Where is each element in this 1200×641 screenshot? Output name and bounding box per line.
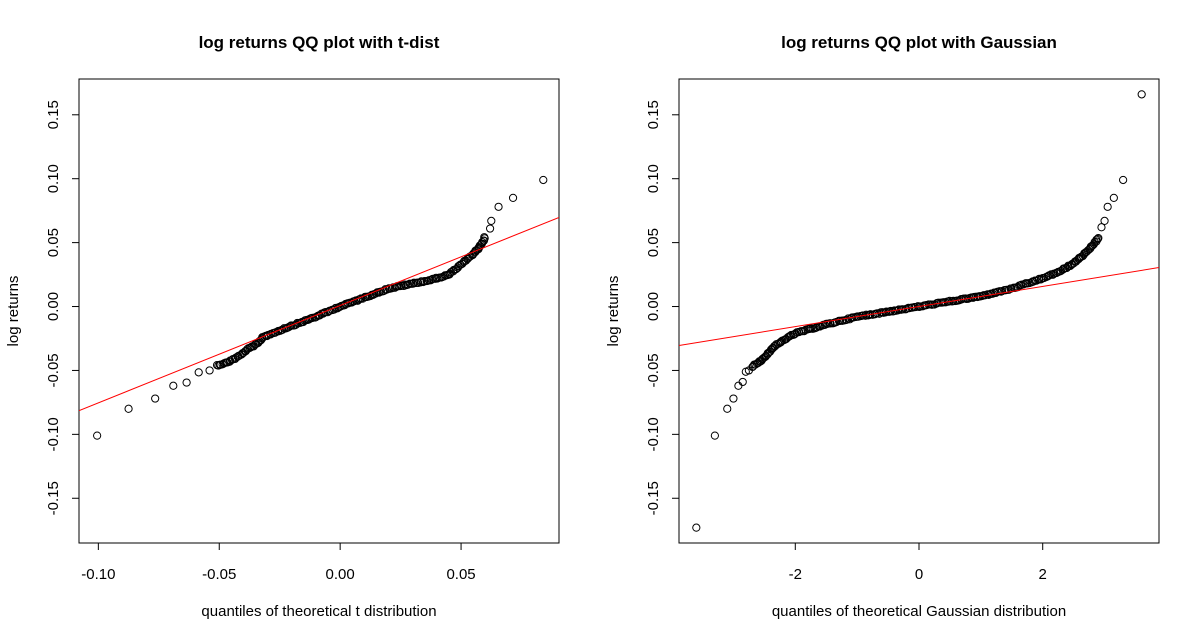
x-tick-label: 0 [915,566,923,583]
data-point [1119,175,1128,185]
data-point [991,288,1000,298]
reference-line [679,267,1159,347]
data-point [93,431,102,440]
x-tick-label: -0.05 [202,566,236,583]
data-point [487,216,496,225]
y-tick-label: 0.00 [645,292,662,321]
plot-area: -0.10 -0.05 0.00 0.05 -0.15 -0.10 -0.05 0.00 0.0… [45,78,560,583]
data-point [463,254,472,264]
x-tick-label: -2 [789,566,802,583]
data-point [842,315,851,324]
data-point [371,289,380,298]
data-point [738,377,747,387]
data-point [790,330,799,339]
x-axis-label: quantiles of theoretical t distribution [201,603,436,620]
y-tick-label: 0.15 [45,100,62,129]
data-point [1137,90,1146,99]
x-axis-label: quantiles of theoretical Gaussian distri… [772,603,1066,620]
y-axis-label: log returns [605,276,622,347]
data-point [408,279,417,288]
data-point [1103,202,1112,211]
data-point [404,280,413,289]
data-point [944,297,953,306]
y-tick-label: -0.05 [45,353,62,387]
data-point [1097,223,1106,232]
data-point [710,431,719,440]
x-tick-label: 0.00 [326,566,355,583]
x-tick-label: -0.10 [81,566,115,583]
data-layer [679,90,1159,532]
data-point [539,175,548,185]
y-tick-label: -0.10 [645,417,662,451]
data-point [723,404,732,413]
data-point [124,404,133,413]
data-point [1109,193,1118,202]
data-point [729,394,738,403]
data-point [1100,216,1109,225]
x-tick-label: 2 [1039,566,1047,583]
data-point [734,381,743,390]
reference-line [79,216,559,412]
data-layer [79,175,559,440]
y-tick-label: -0.15 [645,481,662,515]
qq-plot-t-dist-panel: log returns QQ plot with t-dist quantile… [5,33,560,620]
data-point [169,381,178,390]
y-tick-label: 0.15 [645,100,662,129]
data-point [205,366,214,375]
data-point [286,322,295,331]
data-point [182,378,191,387]
data-point [485,224,495,233]
y-tick-label: -0.05 [645,353,662,387]
y-tick-label: 0.10 [45,164,62,193]
y-tick-label: 0.10 [645,164,662,193]
y-tick-label: 0.00 [45,292,62,321]
y-tick-label: -0.10 [45,417,62,451]
qq-plot-gaussian-panel: log returns QQ plot with Gaussian quanti… [605,33,1160,620]
y-tick-label: -0.15 [45,481,62,515]
data-point [431,273,441,282]
data-point [1094,233,1103,243]
data-point [419,277,428,287]
plot-area: -2 0 2 -0.15 -0.10 -0.05 0.00 0.05 0.10 0.15 [645,78,1160,583]
data-point [744,366,753,375]
data-point [826,319,835,328]
data-point [508,193,518,202]
data-point [480,233,489,242]
chart-title: log returns QQ plot with t-dist [199,33,440,52]
y-axis-label: log returns [5,276,22,347]
data-point [494,202,503,211]
x-tick-label: 0.05 [446,566,475,583]
y-tick-label: 0.05 [45,228,62,257]
y-tick-label: 0.05 [645,228,662,257]
data-point [194,368,203,377]
chart-title: log returns QQ plot with Gaussian [781,33,1057,52]
data-point [151,394,160,403]
data-point [692,523,701,532]
